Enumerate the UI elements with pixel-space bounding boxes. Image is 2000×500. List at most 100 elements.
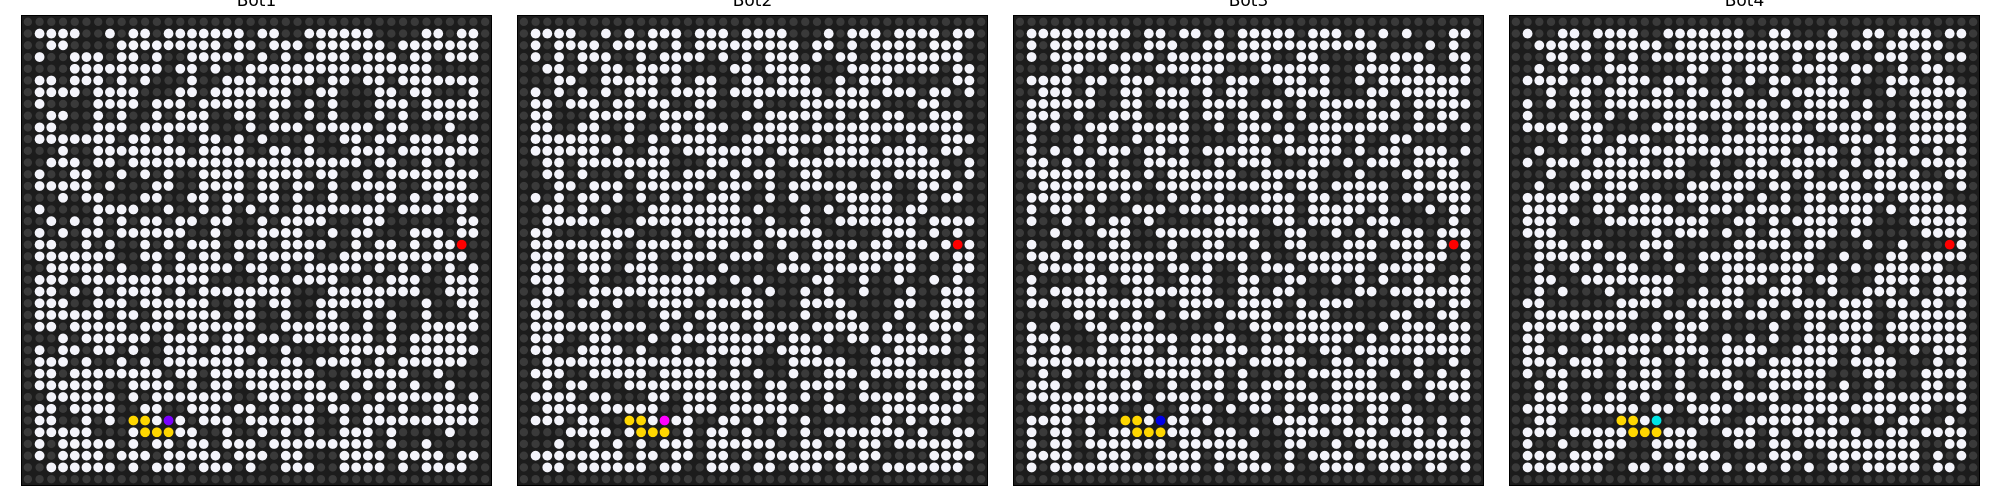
open-cell bbox=[163, 181, 174, 191]
wall-cell bbox=[601, 17, 611, 27]
wall-cell bbox=[1097, 263, 1107, 273]
open-cell bbox=[941, 40, 951, 51]
open-cell bbox=[1237, 380, 1248, 391]
wall-cell bbox=[1203, 474, 1212, 484]
open-cell bbox=[93, 157, 104, 168]
wall-cell bbox=[719, 134, 728, 144]
open-cell bbox=[175, 251, 186, 262]
wall-cell bbox=[1343, 310, 1353, 320]
wall-cell bbox=[953, 357, 962, 367]
wall-cell bbox=[1203, 193, 1212, 202]
open-cell bbox=[1319, 122, 1330, 133]
open-cell bbox=[280, 321, 291, 332]
open-cell bbox=[1108, 368, 1119, 379]
open-cell bbox=[800, 380, 811, 391]
open-cell bbox=[233, 239, 244, 250]
wall-cell bbox=[1015, 416, 1025, 425]
open-cell bbox=[445, 286, 455, 297]
open-cell bbox=[1331, 134, 1342, 145]
wall-cell bbox=[719, 474, 728, 484]
open-cell bbox=[1331, 345, 1342, 356]
open-cell bbox=[339, 450, 350, 461]
open-cell bbox=[140, 63, 151, 74]
open-cell bbox=[894, 216, 904, 227]
open-cell bbox=[163, 169, 174, 180]
open-cell bbox=[1366, 286, 1377, 297]
wall-cell bbox=[1652, 64, 1661, 73]
wall-cell bbox=[1168, 404, 1177, 413]
wall-cell bbox=[789, 17, 798, 27]
open-cell bbox=[421, 157, 432, 168]
open-cell bbox=[1155, 181, 1166, 191]
open-cell bbox=[1155, 204, 1166, 215]
wall-cell bbox=[847, 345, 857, 355]
open-cell bbox=[812, 462, 822, 473]
open-cell bbox=[894, 28, 904, 39]
open-cell bbox=[542, 368, 553, 379]
wall-cell bbox=[269, 134, 279, 144]
wall-cell bbox=[1015, 263, 1025, 273]
open-cell bbox=[905, 157, 916, 168]
wall-cell bbox=[480, 240, 490, 249]
wall-cell bbox=[1472, 17, 1482, 27]
wall-cell bbox=[566, 463, 575, 472]
open-cell bbox=[1933, 40, 1943, 51]
wall-cell bbox=[23, 193, 33, 202]
open-cell bbox=[694, 380, 705, 391]
wall-cell bbox=[566, 334, 575, 343]
open-cell bbox=[151, 462, 162, 473]
open-cell bbox=[659, 192, 670, 203]
open-cell bbox=[292, 415, 303, 426]
open-cell bbox=[233, 52, 244, 62]
wall-cell bbox=[730, 263, 740, 273]
panel-bot4: Bot4 bbox=[1509, 0, 1980, 490]
open-cell bbox=[1308, 310, 1318, 320]
wall-cell bbox=[234, 381, 244, 390]
open-cell bbox=[647, 216, 658, 227]
open-cell bbox=[362, 75, 373, 86]
wall-cell bbox=[519, 299, 529, 308]
open-cell bbox=[1026, 415, 1037, 426]
wall-cell bbox=[211, 76, 220, 85]
open-cell bbox=[1413, 227, 1424, 238]
wall-cell bbox=[1414, 392, 1423, 402]
open-cell bbox=[776, 28, 787, 39]
wall-cell bbox=[410, 29, 419, 38]
wall-cell bbox=[906, 428, 915, 437]
open-cell bbox=[210, 28, 221, 39]
wall-cell bbox=[457, 64, 466, 73]
open-cell bbox=[542, 403, 553, 414]
open-cell bbox=[269, 99, 280, 109]
open-cell bbox=[81, 392, 92, 402]
open-cell bbox=[729, 192, 740, 203]
open-cell bbox=[1425, 298, 1436, 309]
open-cell bbox=[1155, 227, 1166, 238]
open-cell bbox=[870, 356, 881, 367]
open-cell bbox=[1061, 40, 1072, 51]
open-cell bbox=[1308, 368, 1318, 379]
open-cell bbox=[116, 110, 127, 121]
wall-cell bbox=[1402, 17, 1411, 27]
open-cell bbox=[468, 227, 479, 238]
wall-cell bbox=[1097, 240, 1107, 249]
open-cell bbox=[1437, 239, 1447, 250]
open-cell bbox=[1284, 40, 1295, 51]
open-cell bbox=[398, 356, 408, 367]
open-cell bbox=[58, 40, 68, 51]
open-cell bbox=[151, 52, 162, 62]
open-cell bbox=[671, 368, 682, 379]
open-cell bbox=[1261, 356, 1272, 367]
wall-cell bbox=[94, 17, 103, 27]
open-cell bbox=[34, 87, 45, 98]
open-cell bbox=[1249, 321, 1260, 332]
wall-cell bbox=[422, 474, 431, 484]
open-cell bbox=[222, 87, 233, 98]
wall-cell bbox=[1132, 474, 1142, 484]
wall-cell bbox=[422, 275, 431, 284]
wall-cell bbox=[1390, 17, 1400, 27]
open-cell bbox=[1308, 181, 1318, 191]
open-cell bbox=[351, 145, 362, 156]
open-cell bbox=[1249, 110, 1260, 121]
open-cell bbox=[1225, 99, 1236, 109]
open-cell bbox=[694, 40, 705, 51]
